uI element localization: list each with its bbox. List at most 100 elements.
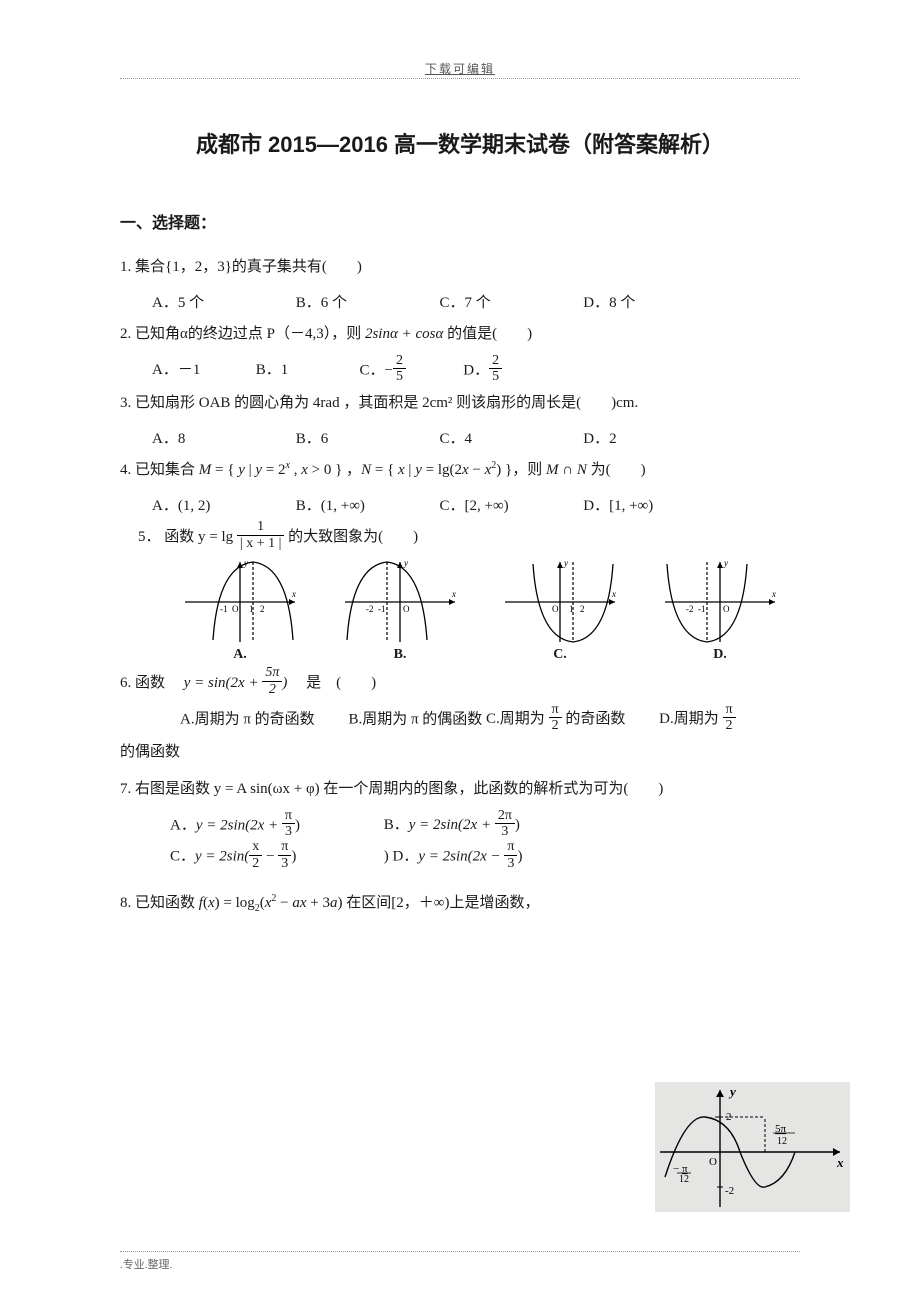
svg-text:-2: -2: [725, 1185, 734, 1197]
q6-opt-c: C.周期为 π2 的奇函数: [486, 711, 625, 727]
q5-graphs: x y -1 O 1 2 A. x y -2 -1: [160, 560, 800, 663]
q7-opt-b: B．y = 2sin(2x + 2π3): [384, 817, 520, 833]
svg-text:y: y: [728, 1084, 736, 1099]
question-3: 3. 已知扇形 OAB 的圆心角为 4rad ，其面积是 2cm² 则该扇形的周…: [120, 387, 800, 420]
q7-graph: x y 2 -2 O − π 12 5π 12: [655, 1082, 850, 1212]
q6-opt-d: D.周期为 π2: [659, 711, 735, 727]
q6-num: 6.: [120, 675, 131, 691]
q6-opt-b: B.周期为 π 的偶函数: [348, 711, 482, 727]
svg-text:2: 2: [580, 604, 585, 614]
q4-opt-b: B．(1, +∞): [296, 491, 436, 521]
q7-d-post: ): [517, 849, 522, 865]
q5-post: 的大致图象为( ): [288, 529, 418, 545]
footer: .专业.整理.: [120, 1256, 172, 1272]
q3-opt-b: B．6: [296, 424, 436, 454]
q7-text: 右图是函数 y = A sin(ωx + φ) 在一个周期内的图象，此函数的解析…: [135, 781, 663, 797]
svg-text:-2: -2: [686, 604, 694, 614]
q7-c-d2: 3: [278, 856, 291, 871]
q6-c-num: π: [549, 702, 562, 718]
q2-opt-b: B．1: [256, 355, 356, 385]
q5-graph-b-label: B.: [394, 647, 407, 663]
svg-text:x: x: [836, 1155, 844, 1170]
q5-graph-c-label: C.: [553, 647, 567, 663]
svg-text:x: x: [291, 589, 296, 599]
q4-opt-d: D．[1, +∞): [583, 491, 723, 521]
q2-opt-a: A．－1: [152, 355, 252, 385]
bottom-rule: [120, 1251, 800, 1252]
question-7: 7. 右图是函数 y = A sin(ωx + φ) 在一个周期内的图象，此函数…: [120, 773, 800, 806]
q5-graph-a: x y -1 O 1 2 A.: [180, 560, 300, 663]
q1-options: A．5 个 B．6 个 C．7 个 D．8 个: [152, 288, 800, 318]
q7-c-mid: −: [262, 849, 278, 865]
q5-graph-c: x y O 1 2 C.: [500, 560, 620, 663]
header-small: 下载可编辑: [120, 60, 800, 77]
svg-text:x: x: [451, 589, 456, 599]
q4-opt-c: C．[2, +∞): [440, 491, 580, 521]
q7-c-post: ): [291, 849, 296, 865]
q7-b-post: ): [515, 817, 520, 833]
q7-num: 7.: [120, 781, 131, 797]
q7-c-pre: y = 2sin(: [195, 849, 249, 865]
q7-b-pre: y = 2sin(2x +: [409, 817, 495, 833]
q6-c-den: 2: [549, 718, 562, 733]
question-4: 4. 已知集合 M = { y | y = 2x , x > 0 } ，N = …: [120, 454, 800, 487]
q5-graph-a-label: A.: [233, 647, 247, 663]
question-2: 2. 已知角α的终边过点 P（－4,3），则 2sinα + cosα 的值是(…: [120, 318, 800, 351]
q7-b-num: 2π: [495, 808, 515, 824]
svg-text:-1: -1: [698, 604, 706, 614]
q5-graph-b: x y -2 -1 O B.: [340, 560, 460, 663]
q7-a-pre: y = 2sin(2x +: [196, 817, 282, 833]
q3-opt-a: A．8: [152, 424, 292, 454]
q7-opt-c: C．y = 2sin(x2 − π3): [170, 841, 380, 873]
q7-options2: C．y = 2sin(x2 − π3) ) D．y = 2sin(2x − π3…: [170, 841, 800, 873]
q5-frac-den: | x + 1 |: [237, 536, 285, 551]
svg-text:O: O: [723, 604, 730, 614]
q5-num: 5．: [138, 529, 161, 545]
q1-opt-d: D．8 个: [583, 288, 723, 318]
svg-text:1: 1: [569, 604, 574, 614]
q7-b-den: 3: [495, 824, 515, 839]
q4-options: A．(1, 2) B．(1, +∞) C．[2, +∞) D．[1, +∞): [152, 491, 800, 521]
svg-text:-2: -2: [366, 604, 374, 614]
q2-num: 2.: [120, 326, 131, 342]
q6-c-pre: C.周期为: [486, 711, 549, 727]
q3-opt-c: C．4: [440, 424, 580, 454]
q7-d-num: π: [504, 839, 517, 855]
q4-opt-a: A．(1, 2): [152, 491, 292, 521]
q3-num: 3.: [120, 395, 131, 411]
q5-graph-d-label: D.: [713, 647, 727, 663]
q6-c-post: 的奇函数: [562, 711, 626, 727]
q7-a-num: π: [282, 808, 295, 824]
svg-text:y: y: [563, 560, 568, 568]
question-6: 6. 函数 y = sin(2x + 5π2) 是 ( ): [120, 667, 800, 700]
q2-a-val: －1: [178, 362, 201, 378]
q7-c-d1: 2: [249, 856, 262, 871]
q2-d-den: 5: [489, 369, 502, 384]
svg-text:-1: -1: [378, 604, 386, 614]
svg-text:12: 12: [777, 1136, 787, 1147]
q4-num: 4.: [120, 462, 131, 478]
svg-text:O: O: [709, 1156, 717, 1168]
q3-text: 已知扇形 OAB 的圆心角为 4rad ，其面积是 2cm² 则该扇形的周长是(…: [135, 395, 638, 411]
q2-c-pre: −: [385, 362, 393, 378]
q8-num: 8.: [120, 895, 131, 911]
q2-suf: 的值是( ): [447, 326, 532, 342]
q7-opt-a: A．y = 2sin(2x + π3): [170, 810, 380, 842]
q6-d-num: π: [723, 702, 736, 718]
q7-d-pre: y = 2sin(2x −: [418, 849, 504, 865]
svg-text:y: y: [723, 560, 728, 568]
q3-opt-d: D．2: [583, 424, 723, 454]
q2-b-val: 1: [281, 362, 289, 378]
q2-math: 2sinα + cosα: [365, 326, 443, 342]
q6-options: A.周期为 π 的奇函数 B.周期为 π 的偶函数 C.周期为 π2 的奇函数 …: [180, 704, 800, 736]
q6-d-pre: D.周期为: [659, 711, 722, 727]
svg-text:x: x: [771, 589, 776, 599]
svg-text:2: 2: [260, 604, 265, 614]
svg-text:-1: -1: [220, 604, 228, 614]
svg-text:x: x: [611, 589, 616, 599]
svg-text:1: 1: [249, 604, 254, 614]
q1-num: 1.: [120, 259, 131, 275]
q8-text: 已知函数 f(x) = log2(x2 − ax + 3a) 在区间[2，＋∞)…: [135, 895, 539, 911]
q7-d-den: 3: [504, 856, 517, 871]
q4-text: 已知集合 M = { y | y = 2x , x > 0 } ，N = { x…: [135, 462, 646, 478]
